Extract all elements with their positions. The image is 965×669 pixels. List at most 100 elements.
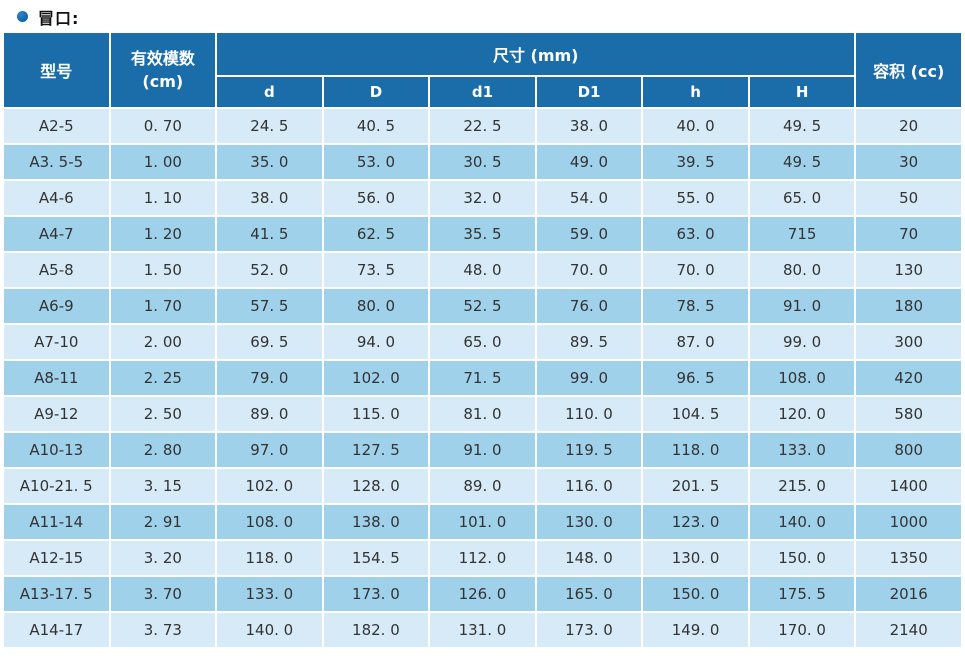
value-cell: 1400 <box>856 469 961 503</box>
value-cell: 30 <box>856 145 961 179</box>
value-cell: 2. 50 <box>110 397 216 431</box>
model-cell: A10-13 <box>4 433 109 467</box>
value-cell: 55. 0 <box>643 181 748 215</box>
value-cell: 173. 0 <box>536 613 642 647</box>
value-cell: 30. 5 <box>430 145 535 179</box>
value-cell: 1. 20 <box>110 217 216 251</box>
table-row: A3. 5-5 1. 00 35. 0 53. 0 30. 5 49. 0 39. 5 49.… <box>4 145 961 179</box>
table-row: A8-11 2. 25 79. 0 102. 0 71. 5 99. 0 96. 5 108.… <box>4 361 961 395</box>
value-cell: 2. 91 <box>110 505 216 539</box>
header-col-H: H <box>749 77 855 107</box>
value-cell: 130. 0 <box>643 541 748 575</box>
table-row: A11-14 2. 91 108. 0 138. 0 101. 0 130. 0 123. … <box>4 505 961 539</box>
value-cell: 38. 0 <box>217 181 322 215</box>
model-cell: A3. 5-5 <box>4 145 109 179</box>
value-cell: 2016 <box>856 577 961 611</box>
value-cell: 715 <box>749 217 855 251</box>
value-cell: 180 <box>856 289 961 323</box>
table-row: A13-17. 5 3. 70 133. 0 173. 0 126. 0 165. 0 15… <box>4 577 961 611</box>
value-cell: 300 <box>856 325 961 359</box>
value-cell: 39. 5 <box>643 145 748 179</box>
value-cell: 133. 0 <box>217 577 322 611</box>
value-cell: 170. 0 <box>749 613 855 647</box>
header-col-D: D <box>323 77 429 107</box>
value-cell: 173. 0 <box>323 577 429 611</box>
value-cell: 94. 0 <box>323 325 429 359</box>
value-cell: 54. 0 <box>536 181 642 215</box>
value-cell: 580 <box>856 397 961 431</box>
header-modulus-line1: 有效模数 <box>130 48 195 68</box>
value-cell: 101. 0 <box>430 505 535 539</box>
value-cell: 1. 50 <box>110 253 216 287</box>
value-cell: 40. 5 <box>323 109 429 143</box>
model-cell: A6-9 <box>4 289 109 323</box>
section-title: 冒口: <box>0 0 965 31</box>
table-row: A14-17 3. 73 140. 0 182. 0 131. 0 173. 0 149. … <box>4 613 961 647</box>
section-title-label: 冒口: <box>38 8 80 28</box>
header-volume: 容积 (cc) <box>856 33 961 107</box>
value-cell: 22. 5 <box>430 109 535 143</box>
value-cell: 104. 5 <box>643 397 748 431</box>
header-size-group: 尺寸 (mm) <box>217 33 855 75</box>
table-row: A7-10 2. 00 69. 5 94. 0 65. 0 89. 5 87. 0 99. 0… <box>4 325 961 359</box>
value-cell: 131. 0 <box>430 613 535 647</box>
value-cell: 32. 0 <box>430 181 535 215</box>
value-cell: 70 <box>856 217 961 251</box>
value-cell: 2140 <box>856 613 961 647</box>
model-cell: A4-7 <box>4 217 109 251</box>
table-row: A12-15 3. 20 118. 0 154. 5 112. 0 148. 0 130. … <box>4 541 961 575</box>
value-cell: 108. 0 <box>749 361 855 395</box>
value-cell: 80. 0 <box>749 253 855 287</box>
value-cell: 41. 5 <box>217 217 322 251</box>
value-cell: 71. 5 <box>430 361 535 395</box>
value-cell: 65. 0 <box>749 181 855 215</box>
table-row: A9-12 2. 50 89. 0 115. 0 81. 0 110. 0 104. 5 12… <box>4 397 961 431</box>
sub-header-row: d D d1 D1 h H <box>4 77 961 107</box>
value-cell: 215. 0 <box>749 469 855 503</box>
value-cell: 35. 0 <box>217 145 322 179</box>
value-cell: 140. 0 <box>749 505 855 539</box>
header-modulus-line2: (cm) <box>142 72 184 91</box>
value-cell: 48. 0 <box>430 253 535 287</box>
value-cell: 2. 80 <box>110 433 216 467</box>
header-modulus: 有效模数 (cm) <box>110 33 216 107</box>
value-cell: 70. 0 <box>536 253 642 287</box>
value-cell: 1. 10 <box>110 181 216 215</box>
value-cell: 119. 5 <box>536 433 642 467</box>
value-cell: 126. 0 <box>430 577 535 611</box>
value-cell: 57. 5 <box>217 289 322 323</box>
value-cell: 59. 0 <box>536 217 642 251</box>
value-cell: 118. 0 <box>217 541 322 575</box>
value-cell: 97. 0 <box>217 433 322 467</box>
value-cell: 63. 0 <box>643 217 748 251</box>
value-cell: 133. 0 <box>749 433 855 467</box>
table-row: A4-7 1. 20 41. 5 62. 5 35. 5 59. 0 63. 0 715 70 <box>4 217 961 251</box>
value-cell: 120. 0 <box>749 397 855 431</box>
value-cell: 150. 0 <box>749 541 855 575</box>
value-cell: 201. 5 <box>643 469 748 503</box>
value-cell: 76. 0 <box>536 289 642 323</box>
value-cell: 56. 0 <box>323 181 429 215</box>
value-cell: 130. 0 <box>536 505 642 539</box>
model-cell: A10-21. 5 <box>4 469 109 503</box>
value-cell: 1. 00 <box>110 145 216 179</box>
value-cell: 1000 <box>856 505 961 539</box>
value-cell: 102. 0 <box>217 469 322 503</box>
table-row: A10-21. 5 3. 15 102. 0 128. 0 89. 0 116. 0 201… <box>4 469 961 503</box>
value-cell: 102. 0 <box>323 361 429 395</box>
value-cell: 38. 0 <box>536 109 642 143</box>
value-cell: 1. 70 <box>110 289 216 323</box>
value-cell: 52. 0 <box>217 253 322 287</box>
value-cell: 69. 5 <box>217 325 322 359</box>
value-cell: 70. 0 <box>643 253 748 287</box>
value-cell: 3. 70 <box>110 577 216 611</box>
value-cell: 87. 0 <box>643 325 748 359</box>
bullet-icon <box>17 11 28 22</box>
value-cell: 91. 0 <box>749 289 855 323</box>
value-cell: 3. 15 <box>110 469 216 503</box>
